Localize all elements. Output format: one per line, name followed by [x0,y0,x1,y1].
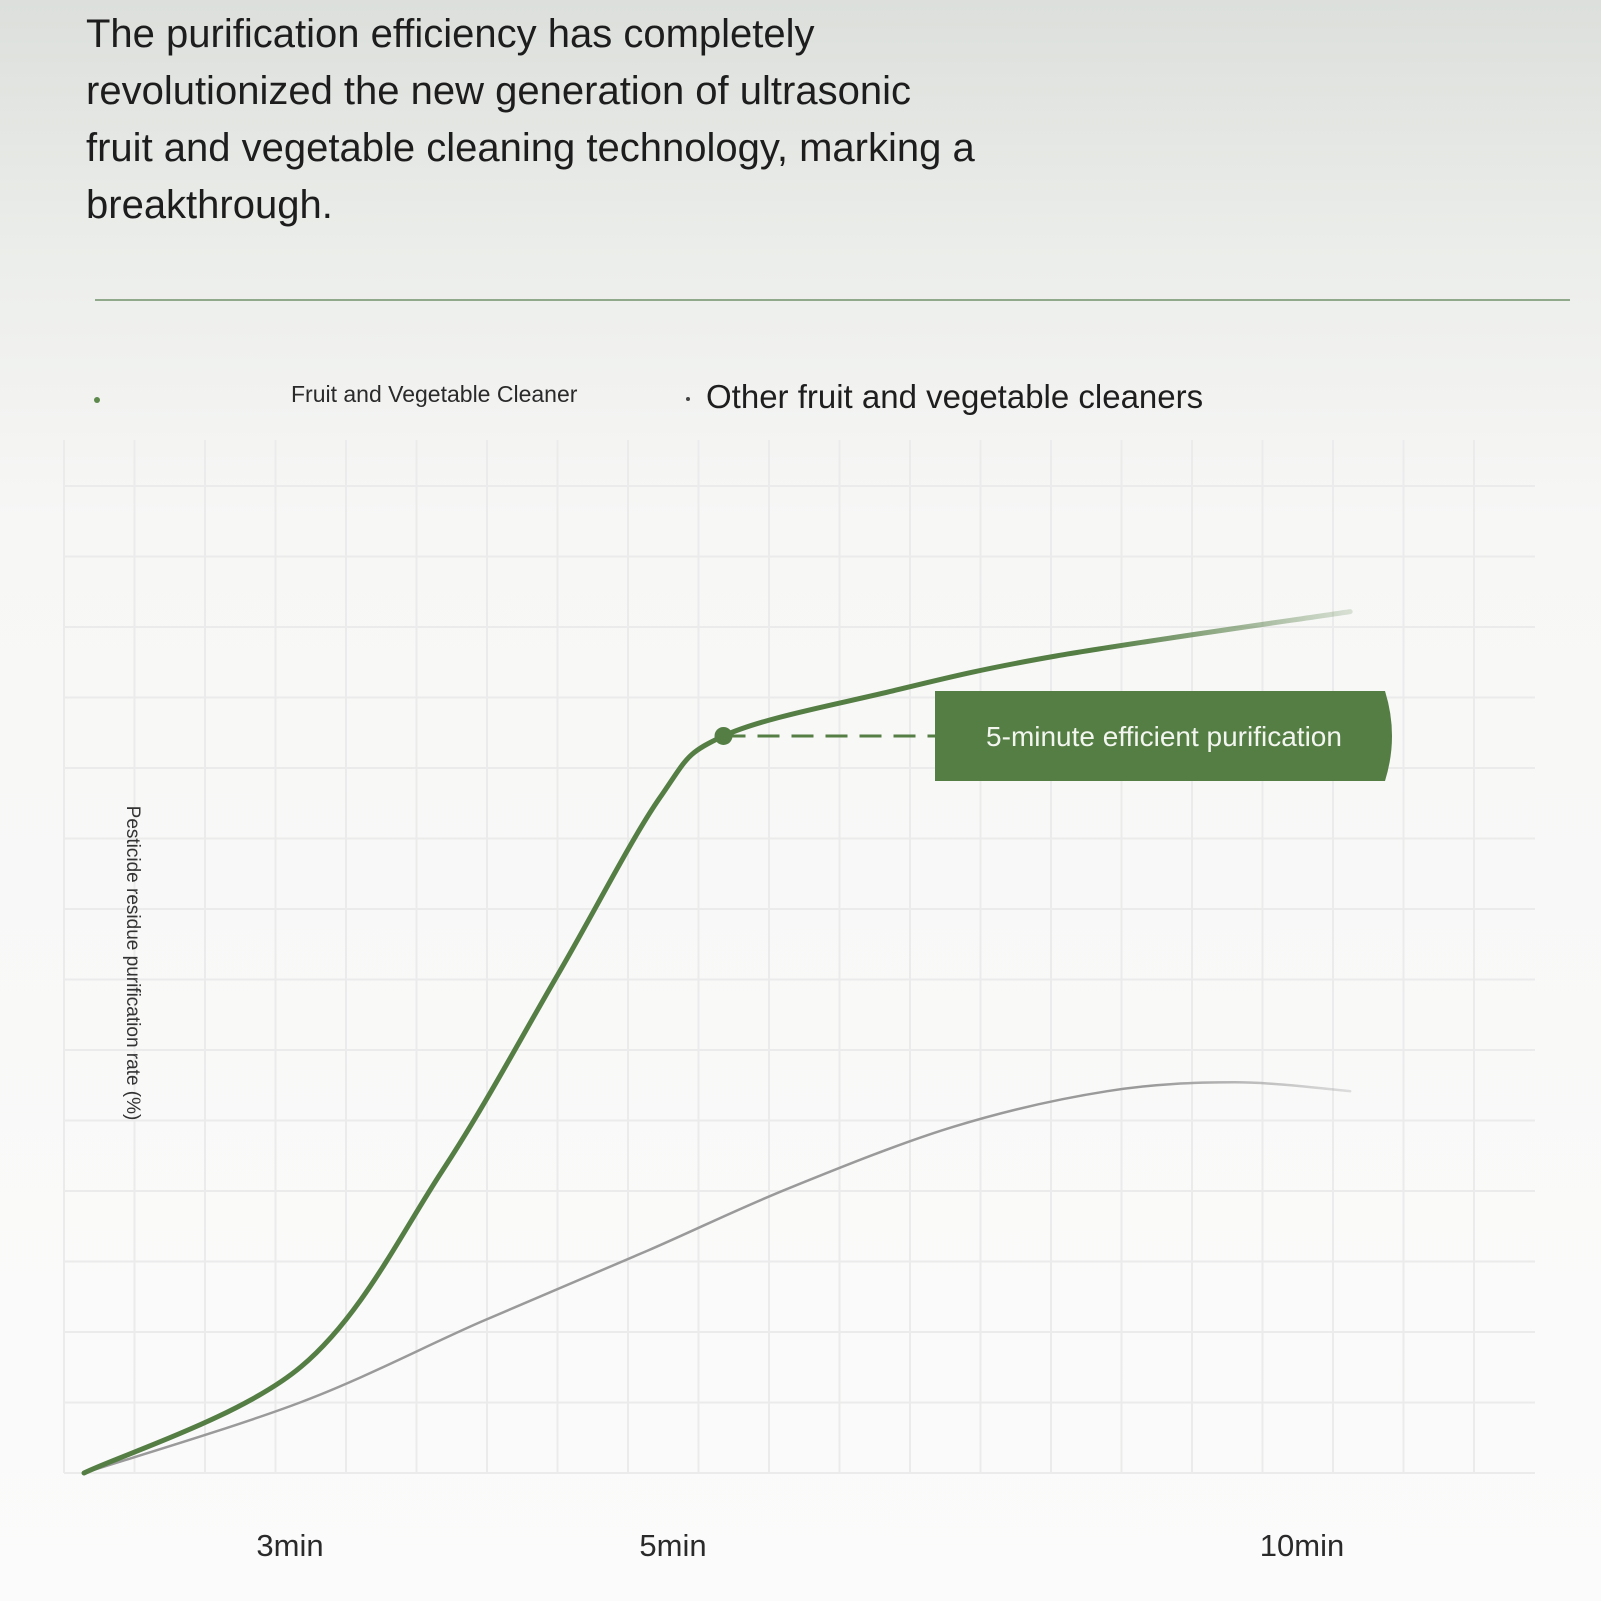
headline-line: breakthrough. [86,183,333,227]
headline-line: revolutionized the new generation of ult… [86,69,911,113]
annotation-box [935,690,1392,781]
series-line-primary [81,609,1353,1476]
headline-line: The purification efficiency has complete… [86,12,815,56]
x-tick-label: 5min [639,1528,706,1563]
x-tick-label: 10min [1260,1528,1344,1563]
divider [95,299,1570,301]
annotation-point [714,726,733,745]
headline-line: fruit and vegetable cleaning technology,… [86,126,975,170]
legend-marker-primary [94,397,100,403]
legend-label-secondary: Other fruit and vegetable cleaners [706,378,1204,415]
legend-label-primary: Fruit and Vegetable Cleaner [291,381,578,407]
y-axis-label: Pesticide residue purification rate (%) [122,806,143,1121]
x-tick-label: 3min [256,1528,323,1563]
series-line-secondary [82,1081,1352,1475]
chart-grid [63,440,1535,1474]
headline: The purification efficiency has complete… [86,6,1086,234]
annotation-label: 5-minute efficient purification [986,721,1342,752]
legend-marker-secondary [686,397,690,401]
